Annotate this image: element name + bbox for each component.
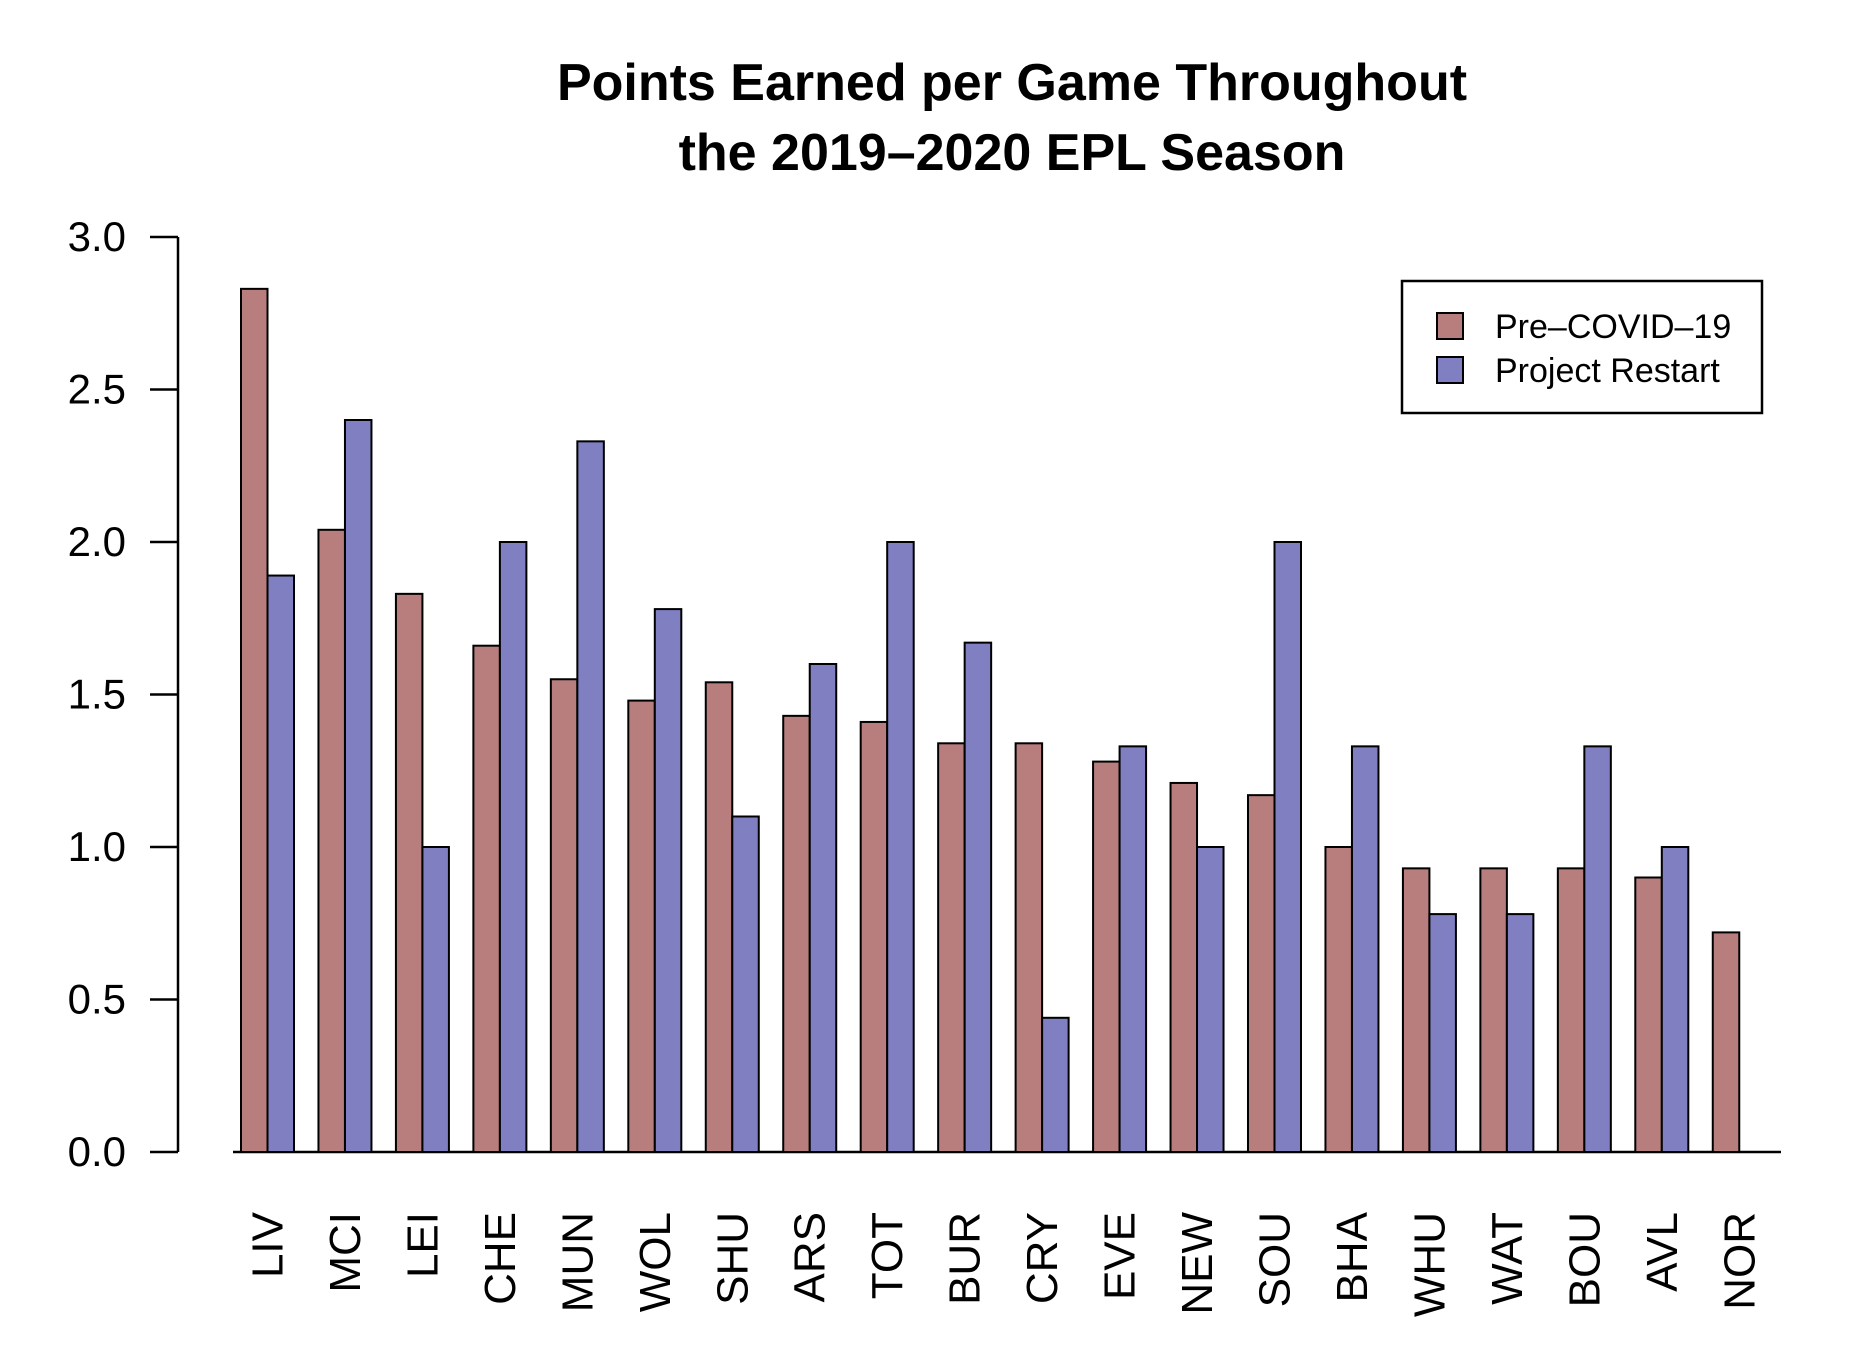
bar-che-project-restart bbox=[498, 541, 528, 1153]
bar-eve-pre-covid bbox=[1092, 760, 1121, 1153]
legend-box bbox=[1400, 279, 1764, 415]
bar-bur-pre-covid bbox=[937, 742, 966, 1153]
bar-sou-project-restart bbox=[1273, 541, 1302, 1153]
bar-wat-project-restart bbox=[1505, 913, 1535, 1153]
y-tick-label: 2.5 bbox=[68, 366, 126, 413]
x-tick-label: SOU bbox=[1250, 1212, 1299, 1307]
bar-ars-pre-covid bbox=[782, 714, 811, 1153]
bar-wat-pre-covid bbox=[1479, 867, 1508, 1153]
bar-avl-project-restart bbox=[1660, 846, 1690, 1153]
bar-whu-project-restart bbox=[1428, 913, 1457, 1153]
bar-bou-project-restart bbox=[1583, 745, 1612, 1153]
bar-bur-project-restart bbox=[963, 641, 993, 1154]
bar-cry-pre-covid bbox=[1014, 742, 1044, 1153]
x-tick-label: EVE bbox=[1096, 1212, 1145, 1300]
bar-eve-project-restart bbox=[1118, 745, 1148, 1153]
legend-swatch-project-restart bbox=[1436, 356, 1464, 384]
x-axis-labels: LIV MCI LEI CHE MUN WOL SHU ARS TOT BUR CRY EVE NEW S… bbox=[244, 1211, 1765, 1317]
bar-tot-pre-covid bbox=[859, 720, 889, 1153]
bar-mci-pre-covid bbox=[317, 528, 346, 1153]
x-tick-label: MCI bbox=[321, 1212, 370, 1293]
bar-bou-pre-covid bbox=[1556, 867, 1586, 1153]
bar-mci-project-restart bbox=[343, 419, 373, 1153]
x-tick-label: LEI bbox=[398, 1212, 447, 1278]
x-tick-label: WHU bbox=[1405, 1212, 1454, 1317]
bars-group bbox=[233, 287, 1781, 1154]
legend-swatch-pre-covid bbox=[1436, 312, 1464, 340]
x-tick-label: AVL bbox=[1638, 1212, 1687, 1292]
bar-mun-project-restart bbox=[576, 440, 605, 1154]
bar-ars-project-restart bbox=[808, 663, 838, 1153]
legend-label-project-restart: Project Restart bbox=[1495, 352, 1720, 390]
y-tick-label: 0.0 bbox=[68, 1128, 126, 1175]
x-tick-label: CHE bbox=[476, 1212, 525, 1305]
y-axis: 0.0 0.5 1.0 1.5 2.0 2.5 3.0 bbox=[68, 213, 180, 1175]
bar-wol-project-restart bbox=[653, 608, 683, 1153]
bar-new-project-restart bbox=[1196, 846, 1225, 1153]
bar-mun-pre-covid bbox=[549, 678, 579, 1153]
bar-sou-pre-covid bbox=[1246, 794, 1276, 1154]
bar-shu-pre-covid bbox=[704, 681, 734, 1153]
x-tick-label: SHU bbox=[708, 1212, 757, 1305]
bar-wol-pre-covid bbox=[627, 699, 656, 1153]
bar-nor-pre-covid bbox=[1711, 931, 1741, 1154]
bar-new-pre-covid bbox=[1169, 781, 1199, 1153]
y-tick-label: 1.5 bbox=[68, 671, 126, 718]
y-tick-label: 3.0 bbox=[68, 213, 126, 260]
x-tick-label: TOT bbox=[863, 1212, 912, 1299]
bar-tot-project-restart bbox=[886, 541, 915, 1153]
x-tick-label: BOU bbox=[1560, 1212, 1609, 1307]
bar-shu-project-restart bbox=[731, 815, 760, 1153]
x-tick-label: WAT bbox=[1483, 1212, 1532, 1305]
y-tick-label: 2.0 bbox=[68, 518, 126, 565]
y-tick-label: 1.0 bbox=[68, 823, 126, 870]
bar-che-pre-covid bbox=[472, 644, 501, 1153]
bar-lei-project-restart bbox=[421, 846, 450, 1153]
x-tick-label: ARS bbox=[786, 1212, 835, 1302]
legend-label-pre-covid: Pre–COVID–19 bbox=[1495, 308, 1731, 346]
x-tick-label: NOR bbox=[1715, 1212, 1764, 1310]
bar-bha-project-restart bbox=[1350, 745, 1380, 1153]
x-tick-label: NEW bbox=[1173, 1212, 1222, 1315]
legend: Pre–COVID–19 Project Restart bbox=[1400, 279, 1764, 415]
bar-whu-pre-covid bbox=[1401, 867, 1431, 1153]
x-tick-label: MUN bbox=[553, 1212, 602, 1312]
bar-cry-project-restart bbox=[1041, 1016, 1070, 1153]
bar-lei-pre-covid bbox=[394, 592, 424, 1153]
chart-title-line-1: Points Earned per Game Throughout bbox=[557, 54, 1467, 112]
bar-avl-pre-covid bbox=[1634, 876, 1663, 1153]
bar-bha-pre-covid bbox=[1324, 846, 1353, 1153]
x-tick-label: LIV bbox=[244, 1211, 293, 1278]
x-tick-label: BHA bbox=[1328, 1211, 1377, 1302]
x-tick-label: BUR bbox=[941, 1212, 990, 1305]
x-tick-label: CRY bbox=[1018, 1212, 1067, 1304]
x-tick-label: WOL bbox=[631, 1212, 680, 1312]
bar-liv-project-restart bbox=[266, 574, 295, 1153]
y-tick-label: 0.5 bbox=[68, 976, 126, 1023]
bar-liv-pre-covid bbox=[240, 287, 269, 1154]
chart-title-line-2: the 2019–2020 EPL Season bbox=[679, 124, 1346, 182]
